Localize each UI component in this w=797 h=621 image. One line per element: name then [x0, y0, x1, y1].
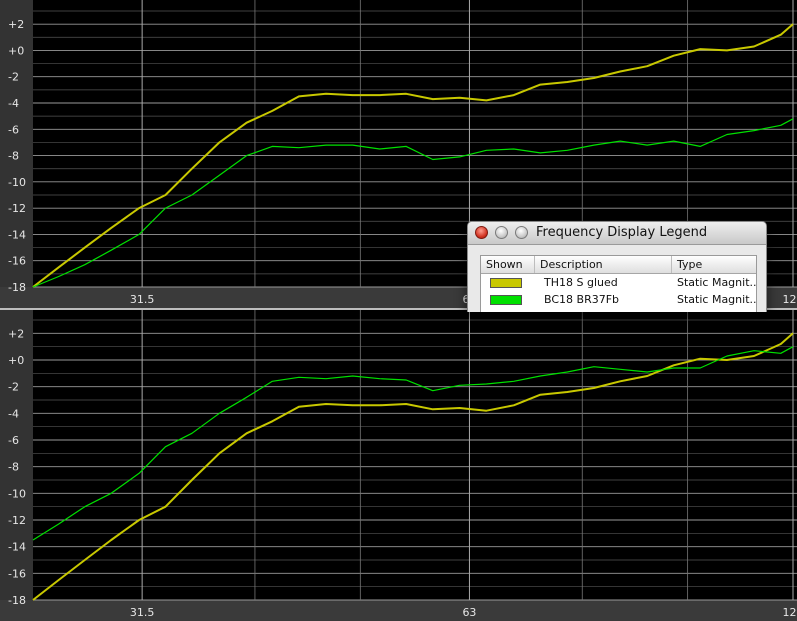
series-line-bc18 [32, 118, 794, 288]
series-line-th18 [32, 23, 794, 288]
y-tick-label: +0 [8, 44, 24, 57]
legend-row-shown[interactable] [481, 294, 535, 305]
legend-row[interactable]: TH18 S glued Static Magnit... [481, 274, 756, 291]
y-tick-label: -12 [8, 514, 26, 527]
y-tick-label: +0 [8, 354, 24, 367]
y-tick-label: -4 [8, 407, 19, 420]
x-tick-label: 31.5 [130, 606, 155, 619]
y-tick-label: +2 [8, 18, 24, 31]
x-tick-label: 63 [462, 606, 476, 619]
legend-row-description: BC18 BR37Fb [544, 293, 620, 306]
legend-window[interactable]: Frequency Display Legend Shown Descripti… [467, 221, 767, 312]
y-axis-strip [0, 0, 33, 287]
legend-title: Frequency Display Legend [536, 225, 708, 240]
y-tick-label: -6 [8, 123, 19, 136]
series-line-bc18 [32, 346, 794, 541]
zoom-button[interactable] [515, 226, 528, 239]
bottom-plot-canvas: +2 +0 -2 -4 -6 -8 -10 -12 -14 -16 -18 31.5 63 125 [0, 310, 797, 621]
legend-row-shown[interactable] [481, 277, 535, 288]
plot-area [33, 310, 797, 600]
y-tick-label: -2 [8, 71, 19, 84]
minimize-button[interactable] [495, 226, 508, 239]
column-header-description[interactable]: Description [535, 256, 672, 273]
y-tick-label: -18 [8, 281, 26, 294]
legend-row-type: Static Magnit... [677, 293, 756, 306]
x-tick-label: 125 [783, 606, 797, 619]
y-axis-strip [0, 310, 33, 600]
y-tick-label: +2 [8, 327, 24, 340]
y-tick-label: -12 [8, 202, 26, 215]
series-color-swatch[interactable] [490, 277, 522, 288]
y-tick-label: -18 [8, 594, 26, 607]
legend-row-description: TH18 S glued [544, 276, 618, 289]
close-button[interactable] [475, 226, 488, 239]
y-tick-label: -4 [8, 97, 19, 110]
series-line-th18 [32, 332, 794, 601]
legend-row-type: Static Magnit... [677, 276, 756, 289]
series-color-swatch[interactable] [490, 294, 522, 305]
x-axis-strip [0, 600, 797, 621]
x-tick-label: 125 [783, 293, 797, 306]
plot-separator [0, 308, 797, 311]
y-tick-label: -6 [8, 434, 19, 447]
legend-row[interactable]: BC18 BR37Fb Static Magnit... [481, 291, 756, 308]
y-tick-label: -10 [8, 176, 26, 189]
legend-titlebar[interactable]: Frequency Display Legend [468, 222, 766, 245]
y-tick-label: -8 [8, 150, 19, 163]
column-header-shown[interactable]: Shown [481, 256, 535, 273]
y-tick-label: -8 [8, 461, 19, 474]
y-tick-label: -10 [8, 487, 26, 500]
y-tick-label: -14 [8, 541, 26, 554]
y-tick-label: -14 [8, 228, 26, 241]
legend-table: Shown Description Type TH18 S glued Stat… [480, 255, 757, 312]
y-tick-label: -2 [8, 381, 19, 394]
y-tick-label: -16 [8, 567, 26, 580]
x-tick-label: 31.5 [130, 293, 155, 306]
y-tick-label: -16 [8, 255, 26, 268]
column-header-type[interactable]: Type [677, 258, 703, 271]
legend-table-header: Shown Description Type [481, 256, 756, 274]
bottom-frequency-plot: +2 +0 -2 -4 -6 -8 -10 -12 -14 -16 -18 31.5 63 125 [0, 310, 797, 621]
